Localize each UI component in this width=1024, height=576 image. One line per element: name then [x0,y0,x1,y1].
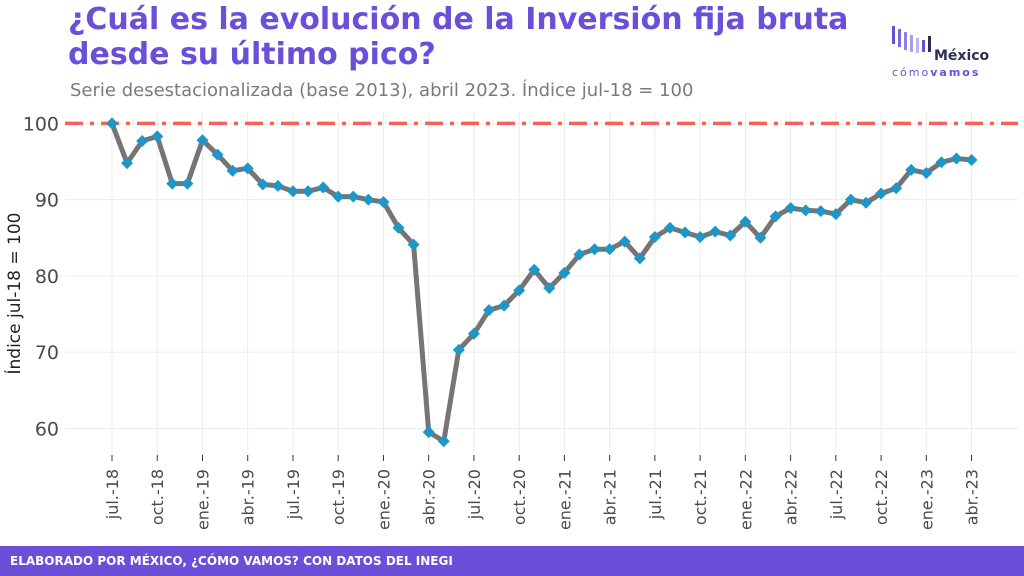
data-point [588,243,601,256]
data-point [196,134,209,147]
y-axis-label: Índice jul-18 = 100 [3,213,25,375]
data-point [226,164,239,177]
data-point [106,117,118,130]
chart-subtitle: Serie desestacionalizada (base 2013), ab… [70,80,694,101]
x-tick-label: ene.-19 [193,469,212,530]
x-tick-label: oct.-20 [510,469,529,525]
data-point [407,238,420,251]
logo-text-como-vamos: cómovamos [892,66,980,79]
data-point [513,284,526,297]
data-point [347,190,360,203]
data-point [317,181,330,194]
data-point [483,304,495,317]
x-tick-label: oct.-19 [329,469,348,525]
data-point [905,163,918,176]
data-point [679,226,692,239]
data-point [528,263,541,276]
data-point [633,252,646,265]
x-tick-label: abr.-21 [601,469,620,525]
data-point [151,130,164,143]
data-point [241,162,254,175]
x-tick-label: oct.-21 [691,469,710,525]
data-point [950,152,963,165]
data-point [467,327,480,340]
data-point [437,435,450,448]
x-tick-label: ene.-20 [374,469,393,530]
x-tick-label: abr.-22 [782,469,801,525]
logo-text-como: cómo [892,66,931,79]
x-tick-label: jul.-19 [284,469,303,520]
x-tick-label: ene.-22 [736,469,755,530]
x-tick-label: jul.-22 [827,469,846,520]
data-point [377,195,390,208]
data-point [814,205,827,218]
logo-text-vamos: vamos [930,66,981,79]
data-point [890,182,903,195]
y-tick-label: 60 [35,418,59,440]
data-point [618,235,631,248]
series-line [109,120,975,444]
y-tick-label: 100 [23,113,59,135]
x-tick-label: ene.-21 [555,469,574,530]
data-point [558,266,571,279]
data-point [211,148,224,161]
data-point [136,134,149,147]
y-tick-label: 70 [35,342,59,364]
line-chart: 60 70 80 90 100 jul.-18 oct.-18 ene.-19 abr.-19 j… [3,112,1018,530]
x-tick-label: jul.-21 [646,469,665,520]
x-tick-label: abr.-23 [963,469,982,525]
data-point [663,221,676,234]
data-point [452,343,465,356]
data-point [935,156,948,169]
data-point [166,177,179,190]
data-point [543,282,556,295]
data-point [965,154,978,167]
x-tick-label: ene.-23 [917,469,936,530]
data-point [860,196,872,209]
footer-bar: ELABORADO POR MÉXICO, ¿CÓMO VAMOS? CON D… [0,546,1024,576]
data-point [829,208,842,221]
data-point [739,215,752,228]
data-point [286,185,299,198]
x-tick-label: oct.-18 [148,469,167,525]
mexico-como-vamos-logo: México cómovamos [890,22,1002,82]
data-point [256,178,269,191]
data-point [121,157,134,170]
data-point [603,243,616,256]
data-point [362,193,375,206]
data-point [769,210,782,223]
data-point [498,299,511,312]
chart-title: ¿Cuál es la evolución de la Inversión fi… [68,2,849,72]
x-tick-label: jul.-18 [103,469,122,520]
data-point [724,229,737,242]
data-point [422,426,435,439]
data-point [648,231,661,244]
x-tick-label: oct.-22 [872,469,891,525]
data-point [799,204,812,217]
x-tick-label: abr.-19 [239,469,258,525]
data-point [709,225,722,238]
data-point [754,231,767,244]
data-point [694,231,707,244]
data-point [920,166,933,179]
data-point [844,193,857,206]
data-point [875,187,888,200]
y-tick-label: 90 [35,190,59,212]
data-point [392,221,405,234]
footer-source-text: ELABORADO POR MÉXICO, ¿CÓMO VAMOS? CON D… [10,554,453,568]
x-tick-label: abr.-20 [420,469,439,525]
y-tick-label: 80 [35,266,59,288]
data-point [573,248,586,261]
data-point [271,179,284,192]
bars-logo-icon [892,26,931,53]
data-point [302,185,315,198]
data-point [332,190,345,203]
logo-text-mexico: México [934,48,990,64]
data-point [181,177,194,190]
x-tick-label: jul.-20 [465,469,484,520]
data-point [784,202,797,215]
